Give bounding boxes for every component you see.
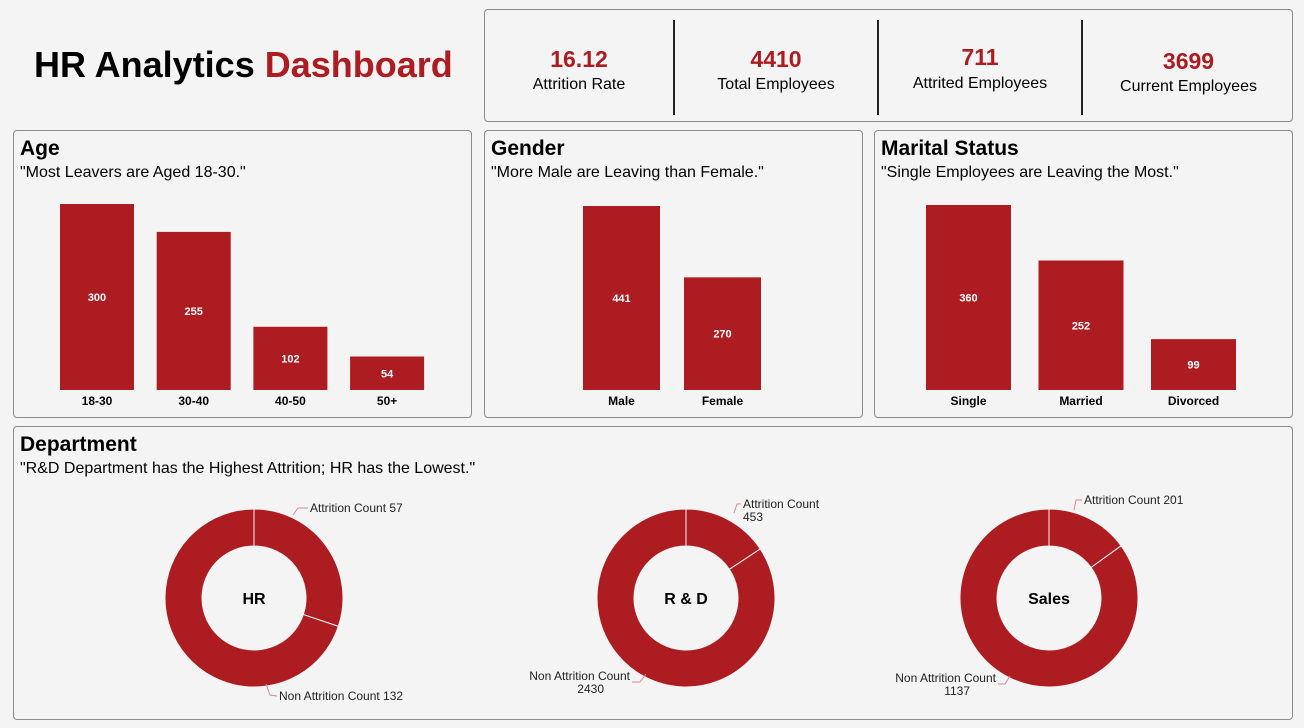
kpi-divider bbox=[673, 20, 675, 115]
age-bar-chart: 300 18-30 255 30-40 102 40-50 54 50+ bbox=[60, 204, 425, 408]
data-label: 441 bbox=[612, 293, 630, 305]
data-label: 255 bbox=[185, 306, 203, 318]
bar-Female bbox=[684, 277, 761, 390]
chart-title: Department bbox=[20, 433, 137, 456]
data-label: 300 bbox=[88, 292, 106, 304]
department-donut-charts: Attrition Count 57 Non Attrition Count 13… bbox=[164, 493, 1184, 703]
marital-status-panel: Marital Status "Single Employees are Lea… bbox=[874, 130, 1293, 418]
kpi-value: 3699 bbox=[1162, 48, 1215, 74]
chart-title: Gender bbox=[491, 137, 565, 160]
donut-slice bbox=[164, 508, 340, 688]
kpi-attrited-employees: 711 Attrited Employees bbox=[879, 10, 1081, 123]
tick-label: 18-30 bbox=[82, 394, 113, 408]
age-panel: Age "Most Leavers are Aged 18-30." 300 18… bbox=[13, 130, 472, 418]
kpi-current-employees: 3699 Current Employees bbox=[1083, 10, 1294, 123]
leader-line bbox=[733, 503, 741, 514]
chart-subtitle: "Single Employees are Leaving the Most." bbox=[881, 164, 1179, 181]
kpi-value: 4410 bbox=[750, 46, 802, 72]
page-title-main: HR Analytics bbox=[34, 44, 255, 85]
donut-slice bbox=[959, 508, 1139, 688]
slice-label: Non Attrition Count 2430 bbox=[529, 669, 630, 696]
bar-Divorced bbox=[1151, 339, 1236, 390]
donut-center-label: Sales bbox=[1028, 591, 1070, 608]
data-label: 102 bbox=[281, 353, 299, 365]
leader-line bbox=[632, 673, 647, 683]
leader-line bbox=[292, 507, 308, 516]
bar-50+ bbox=[350, 356, 425, 390]
bar-18-30 bbox=[60, 204, 134, 390]
gender-panel: Gender "More Male are Leaving than Femal… bbox=[484, 130, 863, 418]
kpi-divider bbox=[1081, 20, 1083, 115]
slice-label: Attrition Count 57 bbox=[310, 501, 403, 515]
chart-subtitle: "More Male are Leaving than Female." bbox=[491, 164, 764, 181]
tick-label: 30-40 bbox=[178, 394, 209, 408]
leader-line bbox=[998, 675, 1011, 685]
bar-Male bbox=[583, 206, 660, 390]
kpi-label: Attrition Rate bbox=[532, 76, 626, 93]
kpi-panel: 16.12 Attrition Rate 4410 Total Employee… bbox=[484, 9, 1293, 122]
page-title: HR Analytics Dashboard bbox=[34, 44, 453, 86]
data-label: 99 bbox=[1187, 360, 1199, 372]
page-title-accent: Dashboard bbox=[264, 44, 453, 85]
tick-label: Male bbox=[608, 394, 635, 408]
kpi-label: Attrited Employees bbox=[912, 75, 1048, 92]
slice-label: Non Attrition Count 1137 bbox=[895, 671, 996, 698]
tick-label: Married bbox=[1059, 394, 1102, 408]
leader-line bbox=[265, 683, 278, 697]
department-panel: Department "R&D Department has the Highe… bbox=[13, 426, 1293, 720]
leader-line bbox=[1073, 499, 1082, 511]
kpi-label: Current Employees bbox=[1120, 78, 1257, 95]
donut-slice bbox=[253, 508, 344, 627]
kpi-value: 711 bbox=[961, 44, 999, 70]
data-label: 270 bbox=[713, 329, 731, 341]
tick-label: Divorced bbox=[1168, 394, 1219, 408]
chart-subtitle: "R&D Department has the Highest Attritio… bbox=[20, 460, 476, 477]
tick-label: Single bbox=[950, 394, 986, 408]
donut-center-label: HR bbox=[242, 591, 266, 608]
data-label: 252 bbox=[1072, 320, 1090, 332]
slice-label: Attrition Count 201 bbox=[1084, 493, 1184, 507]
gender-bar-chart: 441 Male 270 Female bbox=[583, 206, 761, 408]
kpi-divider bbox=[877, 20, 879, 115]
donut-center-label: R & D bbox=[664, 591, 708, 608]
bar-30-40 bbox=[156, 231, 231, 390]
tick-label: 50+ bbox=[377, 394, 397, 408]
kpi-attrition-rate: 16.12 Attrition Rate bbox=[485, 10, 673, 123]
bar-Single bbox=[926, 205, 1011, 390]
chart-title: Age bbox=[20, 137, 60, 160]
bar-40-50 bbox=[253, 326, 328, 390]
tick-label: 40-50 bbox=[275, 394, 306, 408]
slice-label: Attrition Count 453 bbox=[743, 497, 820, 524]
bar-Married bbox=[1038, 260, 1124, 390]
kpi-label: Total Employees bbox=[717, 76, 835, 93]
tick-label: Female bbox=[702, 394, 744, 408]
donut-slice bbox=[596, 508, 776, 688]
data-label: 54 bbox=[381, 368, 394, 380]
chart-subtitle: "Most Leavers are Aged 18-30." bbox=[20, 164, 246, 181]
data-label: 360 bbox=[959, 293, 977, 305]
marital-status-bar-chart: 360 Single 252 Married 99 Divorced bbox=[926, 205, 1236, 408]
kpi-value: 16.12 bbox=[550, 46, 608, 72]
chart-title: Marital Status bbox=[881, 137, 1019, 160]
kpi-total-employees: 4410 Total Employees bbox=[675, 10, 877, 123]
slice-label: Non Attrition Count 132 bbox=[279, 689, 403, 703]
